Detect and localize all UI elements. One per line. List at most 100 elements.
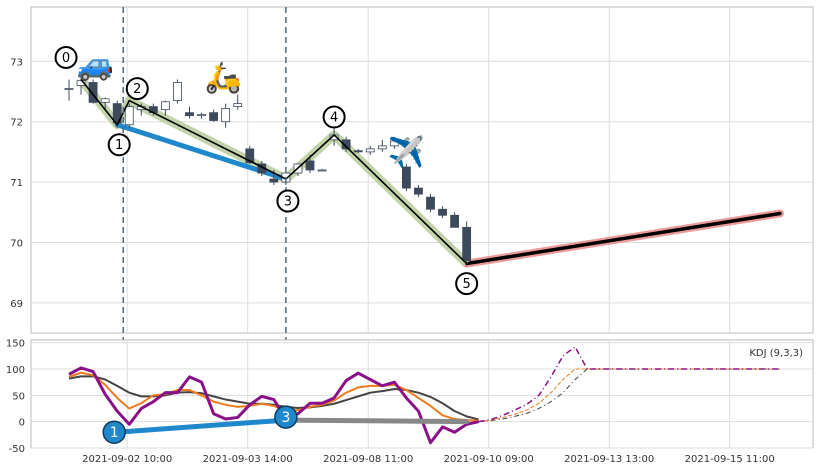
- kdj-marker-circle: [274, 405, 298, 429]
- pivot-text: 4: [330, 110, 338, 125]
- pivot-circle: [455, 272, 479, 296]
- price-ytick-69: 69: [10, 299, 23, 310]
- candle-body: [305, 160, 315, 171]
- candle-body: [160, 101, 170, 111]
- price-ytick-72: 72: [10, 118, 23, 129]
- kdj-k-line: [68, 371, 479, 422]
- candle-25: [365, 145, 375, 155]
- pivot-text: 5: [463, 277, 471, 292]
- kdj-marker-text: 3: [281, 410, 290, 426]
- candle-body: [389, 140, 399, 147]
- xtick-0: 2021-09-02 10:00: [82, 454, 172, 465]
- price-ytick-70: 70: [10, 238, 23, 249]
- xtick-4: 2021-09-13 13:00: [564, 454, 654, 465]
- candle-33: [462, 221, 472, 264]
- candle-28: [401, 163, 411, 192]
- kdj-gray-line: [283, 417, 470, 425]
- candle-body: [353, 150, 363, 153]
- candle-body: [221, 108, 231, 123]
- candle-body: [414, 187, 423, 195]
- candle-11: [197, 112, 206, 119]
- pivot-label-2: 2: [125, 77, 149, 101]
- xtick-3: 2021-09-10 09:00: [444, 454, 534, 465]
- xtick-2: 2021-09-08 11:00: [323, 454, 413, 465]
- candle-body: [233, 103, 243, 108]
- pivot-circle: [107, 133, 131, 157]
- candle-body: [209, 112, 219, 121]
- candle-body: [88, 82, 98, 103]
- xtick-1: 2021-09-03 14:00: [203, 454, 293, 465]
- candle-30: [426, 194, 435, 213]
- pivot-text: 1: [115, 138, 123, 153]
- candle-body: [124, 106, 134, 126]
- candle-body: [401, 166, 411, 189]
- candle-body: [450, 214, 460, 228]
- pivot-label-4: 4: [322, 105, 346, 129]
- candle-27: [389, 136, 399, 149]
- pivot-circle: [54, 45, 78, 69]
- candle-body: [377, 145, 387, 150]
- pivot-label-0: 0: [54, 45, 78, 69]
- candle-body: [64, 88, 74, 90]
- pivot-circle: [322, 105, 346, 129]
- scooter-icon: 🛵: [205, 61, 242, 96]
- candle-body: [341, 139, 351, 150]
- candle-body: [317, 169, 327, 172]
- candle-9: [173, 79, 182, 104]
- kdj-d-line: [68, 375, 479, 421]
- airplane-icon: ✈️: [388, 133, 425, 170]
- candle-3: [100, 97, 110, 110]
- candle-10: [185, 106, 194, 119]
- pivot-label-3: 3: [276, 189, 300, 213]
- candle-body: [269, 178, 279, 183]
- zigzag-line: [80, 78, 468, 265]
- candle-body: [365, 148, 375, 153]
- pivot-label-5: 5: [455, 272, 479, 296]
- candle-32: [450, 212, 460, 228]
- candle-2: [88, 79, 98, 104]
- pivot-text: 3: [284, 195, 292, 210]
- kdj-marker-3: 3: [274, 405, 298, 429]
- candle-body: [112, 103, 122, 124]
- candle-body: [426, 196, 435, 210]
- candle-0: [64, 79, 74, 101]
- projection-line: [464, 211, 782, 266]
- candle-31: [438, 206, 447, 219]
- candle-body: [197, 114, 206, 117]
- candle-13: [221, 103, 231, 128]
- xtick-5: 2021-09-15 11:00: [685, 454, 775, 465]
- candle-8: [160, 100, 170, 116]
- candle-14: [233, 94, 243, 110]
- candle-body: [462, 226, 472, 261]
- pivot-circle: [276, 189, 300, 213]
- candle-29: [414, 185, 423, 198]
- price-frame: [30, 6, 814, 334]
- candle-21: [317, 168, 327, 172]
- pivot-text: 0: [62, 51, 70, 66]
- kdj-ytick-150: 150: [6, 339, 25, 350]
- candle-body: [438, 208, 447, 216]
- kdj-ytick-100: 100: [6, 365, 25, 376]
- kdj-j-projection: [478, 346, 780, 423]
- candle-body: [100, 98, 110, 103]
- candle-12: [209, 109, 219, 122]
- kdj-ytick--50: -50: [9, 444, 25, 455]
- kdj-ytick-0: 0: [19, 418, 25, 429]
- candle-26: [377, 139, 387, 152]
- kdj-panel: -50 0 50 100 150 2021-09-02 10:00 2021-09-03 1…: [6, 339, 814, 465]
- pivot-circle: [125, 77, 149, 101]
- kdj-marker-text: 1: [110, 425, 119, 441]
- candle-body: [185, 112, 194, 117]
- candle-body: [245, 148, 255, 164]
- kdj-ytick-50: 50: [12, 391, 25, 402]
- price-panel: 69 70 71 72 73 0 1 2 3 4 5 🚙 🛵 ✈️: [10, 6, 814, 448]
- pivot-text: 2: [133, 82, 141, 97]
- kdj-blue-line: [114, 417, 289, 435]
- candle-23: [341, 136, 351, 152]
- kdj-marker-circle: [102, 420, 126, 444]
- price-ytick-73: 73: [10, 57, 23, 68]
- kdj-marker-1: 1: [102, 420, 126, 444]
- pivot-label-1: 1: [107, 133, 131, 157]
- price-ytick-71: 71: [10, 178, 23, 189]
